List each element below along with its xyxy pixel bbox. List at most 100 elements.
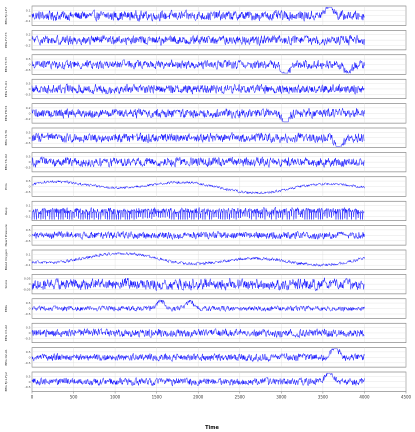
signal-line xyxy=(31,132,365,147)
y-tick-label: 0 xyxy=(29,160,31,164)
x-tick-label: 4000 xyxy=(359,395,370,400)
y-tick-label: 0.2 xyxy=(26,33,31,37)
subplot-6: 0.5 0-0.5 EEG T4-T6 xyxy=(4,127,407,148)
y-tick-label: 0.2 xyxy=(26,106,31,110)
subplot-4: 0.5 0-0.5 EEG T5-O1 xyxy=(4,78,407,99)
signal-line xyxy=(31,6,365,22)
y-tick-label: 0 xyxy=(29,111,31,115)
y-tick-label: -0.5 xyxy=(25,385,31,389)
subplot-1: 0.1 0-0.1 EEG Fp1-F7 xyxy=(4,5,407,26)
y-axis-label: EEG O2-A1 xyxy=(4,349,8,365)
y-tick-label: 0 xyxy=(29,258,31,262)
subplot-15: 0.50 -0.5 EEG O2-A1 xyxy=(4,347,407,368)
x-tick-label: 4500 xyxy=(401,395,412,400)
signal-line xyxy=(31,327,365,339)
y-tick-label: -0.1 xyxy=(25,19,31,23)
signal-line xyxy=(31,206,365,220)
x-tick-label: 500 xyxy=(70,395,78,400)
y-tick-label: 0.5 xyxy=(26,155,31,159)
y-axis-label: EEG T5-O1 xyxy=(4,81,8,97)
y-tick-label: 0.5 xyxy=(26,325,31,329)
y-tick-label: 0 xyxy=(29,185,31,189)
y-tick-label: 0.5 xyxy=(26,57,31,61)
subplot-13: 0.5 0-0.5 EMG xyxy=(4,298,407,319)
subplot-11: 0.1 0-0.1 Blood Oxygen xyxy=(4,249,407,270)
y-tick-label: 0 xyxy=(29,136,31,140)
y-tick-label: -0.5 xyxy=(25,190,31,194)
y-tick-label: 0.5 xyxy=(26,179,31,183)
y-tick-label: -0.1 xyxy=(25,263,31,267)
x-tick-label: 1500 xyxy=(152,395,163,400)
y-tick-label: 0 xyxy=(29,380,31,384)
y-tick-label: 0.5 xyxy=(26,301,31,305)
shared-x-axis: 0 500 1000 1500 2000 2500 3000 3500 4000 4500 xyxy=(31,391,412,400)
y-tick-label: 0.5 xyxy=(26,374,31,378)
y-axis-label: Snore xyxy=(4,280,8,289)
signal-line xyxy=(31,58,365,74)
y-tick-label: 0 xyxy=(29,355,31,359)
y-axis-label: EEG Fp1-Fp2 xyxy=(4,372,8,391)
signal-line xyxy=(31,179,365,195)
x-tick-label: 1000 xyxy=(110,395,121,400)
signal-line xyxy=(31,372,365,387)
subplot-14: 0.5 0-0.5 EEG C3-A2 xyxy=(4,322,407,343)
y-tick-label: 0.5 xyxy=(26,130,31,134)
y-tick-label: 0 xyxy=(29,14,31,18)
signal-line xyxy=(31,299,365,313)
y-tick-label: 0 xyxy=(29,331,31,335)
y-axis-label: ECG xyxy=(4,183,8,190)
subplot-2: 0.20 -0.2 EEG F7-T3 xyxy=(4,30,407,51)
y-tick-label: -0.5 xyxy=(25,312,31,316)
signal-line xyxy=(31,107,365,123)
signal-line xyxy=(31,230,365,241)
y-tick-label: -0.5 xyxy=(25,68,31,72)
y-tick-label: 0 xyxy=(29,63,31,67)
y-tick-label: 0.1 xyxy=(26,8,31,12)
y-tick-label: -0.5 xyxy=(25,361,31,365)
y-tick-label: -0.5 xyxy=(25,92,31,96)
y-axis-label: Blood Oxygen xyxy=(4,249,8,270)
y-tick-label: -0.5 xyxy=(25,166,31,170)
y-axis-label: EEG F8-T4 xyxy=(4,106,8,121)
y-tick-label: 0.1 xyxy=(26,203,31,207)
x-axis-label: Time xyxy=(205,425,219,431)
y-tick-label: 0.1 xyxy=(26,252,31,256)
y-axis-label: EMG xyxy=(4,304,8,311)
signal-line xyxy=(31,251,365,267)
y-axis-label: Heart Pressure xyxy=(4,224,8,246)
y-tick-label: 0.5 xyxy=(26,81,31,85)
subplot-8: 0.5 0-0.5 ECG xyxy=(4,176,407,197)
y-tick-label: 0 xyxy=(29,38,31,42)
y-axis-label: EEG T6-O2 xyxy=(4,154,8,170)
subplot-7: 0.50 -0.5 EEG T6-O2 xyxy=(4,152,407,173)
subplot-16: 0.5 0-0.5 EEG Fp1-Fp2 xyxy=(4,371,407,392)
y-tick-label: -0.5 xyxy=(25,239,31,243)
y-tick-label: 0.5 xyxy=(26,228,31,232)
y-tick-label: -0.05 xyxy=(23,288,31,292)
signal-line xyxy=(31,277,365,292)
subplot-3: 0.5 0-0.5 EEG T3-T5 xyxy=(4,54,407,75)
y-tick-label: -0.1 xyxy=(25,214,31,218)
y-axis-label: EEG Fp1-F7 xyxy=(4,7,8,24)
y-axis-label: Resp xyxy=(4,207,8,214)
y-tick-label: 0 xyxy=(29,307,31,311)
x-tick-label: 0 xyxy=(31,395,34,400)
y-axis-label: EEG T4-T6 xyxy=(4,130,8,145)
x-tick-label: 3000 xyxy=(276,395,287,400)
subplot-5: 0.20 -0.2 EEG F8-T4 xyxy=(4,103,407,124)
subplot-9: 0.1 0-0.1 Resp xyxy=(4,200,407,221)
x-tick-label: 2500 xyxy=(235,395,246,400)
y-axis-label: EEG T3-T5 xyxy=(4,57,8,72)
y-tick-label: 0 xyxy=(29,209,31,213)
y-tick-label: 0 xyxy=(29,87,31,91)
y-tick-label: 0.05 xyxy=(24,277,31,281)
subplot-12: 0.050 -0.05 Snore xyxy=(4,274,407,295)
y-axis-label: EEG F7-T3 xyxy=(4,32,8,47)
x-tick-label: 3500 xyxy=(318,395,329,400)
signal-line xyxy=(31,155,365,168)
signal-line xyxy=(31,34,365,47)
y-axis-label: EEG C3-A2 xyxy=(4,325,8,341)
y-tick-label: -0.2 xyxy=(25,117,31,121)
